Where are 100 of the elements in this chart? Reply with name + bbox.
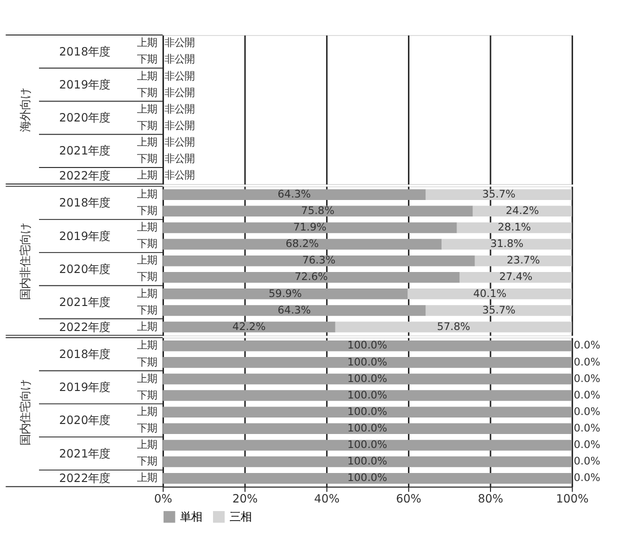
data-label: 71.9% xyxy=(293,222,326,234)
y-tick-label: 下期 xyxy=(137,153,157,166)
data-label: 57.8% xyxy=(437,320,470,333)
data-label: 100.0% xyxy=(347,340,388,352)
data-label: 64.3% xyxy=(278,304,311,316)
text: 2020年度 xyxy=(59,413,110,428)
text: 非公開 xyxy=(164,37,195,50)
y-tick-label: 上期 xyxy=(137,288,157,300)
y-tick-label: 下期 xyxy=(137,389,157,402)
data-label: 68.2% xyxy=(286,238,319,250)
text: 2020年度 xyxy=(59,262,110,276)
legend-label: 三相 xyxy=(229,510,252,524)
bar xyxy=(426,305,572,316)
data-label: 59.9% xyxy=(268,288,302,300)
y-tick-label: 上期 xyxy=(137,188,157,200)
data-label: 100.0% xyxy=(347,356,388,368)
data-label: 42.2% xyxy=(232,320,266,333)
x-tick-label: 80% xyxy=(478,491,504,506)
y-tick-label: 上期 xyxy=(137,70,157,82)
y-tick-label: 上期 xyxy=(137,406,157,418)
y-axis-title: 海外向け xyxy=(18,88,32,132)
data-label: 100.0% xyxy=(347,472,388,484)
data-label: 100.0% xyxy=(347,456,388,468)
data-label: 100.0% xyxy=(347,406,388,418)
y-tick-label: 上期 xyxy=(137,340,157,352)
x-tick-label: 40% xyxy=(314,491,340,506)
data-label: 35.7% xyxy=(482,188,516,200)
y-axis-title: 国内住宅向け xyxy=(18,380,32,446)
data-label: 0.0% xyxy=(574,422,600,435)
bar xyxy=(162,189,426,200)
y-tick-label: 上期 xyxy=(137,372,157,385)
y-tick-label: 上期 xyxy=(137,320,157,333)
bar xyxy=(162,272,460,283)
data-label: 100.0% xyxy=(347,389,388,402)
data-label: 0.0% xyxy=(574,439,600,452)
text: 2018年度 xyxy=(59,346,110,361)
text: 2019年度 xyxy=(59,380,110,394)
data-label: 100.0% xyxy=(347,439,388,452)
bar xyxy=(162,222,457,234)
y-tick-label: 下期 xyxy=(137,304,157,316)
data-label: 100.0% xyxy=(347,372,388,385)
text: 非公開 xyxy=(164,170,195,182)
y-tick-label: 下期 xyxy=(137,271,157,284)
y-tick-label: 下期 xyxy=(137,238,157,250)
data-label: 31.8% xyxy=(490,238,524,250)
y-tick-label: 上期 xyxy=(137,136,157,148)
y-tick-label: 下期 xyxy=(137,120,157,132)
bar xyxy=(162,255,475,266)
data-label: 24.2% xyxy=(506,205,540,218)
data-label: 72.6% xyxy=(294,271,328,284)
data-label: 35.7% xyxy=(482,304,516,316)
data-label: 0.0% xyxy=(574,340,600,352)
text: 2021年度 xyxy=(59,144,110,158)
text: 2022年度 xyxy=(59,320,110,334)
data-label: 23.7% xyxy=(506,254,540,267)
text: 2019年度 xyxy=(59,78,110,92)
data-label: 40.1% xyxy=(473,288,506,300)
bar xyxy=(162,238,442,250)
y-tick-label: 上期 xyxy=(137,37,157,50)
text: 2019年度 xyxy=(59,228,110,243)
data-label: 0.0% xyxy=(574,356,600,368)
y-tick-label: 上期 xyxy=(137,103,157,116)
data-label: 100.0% xyxy=(347,422,388,435)
data-label: 0.0% xyxy=(574,472,600,484)
y-tick-label: 下期 xyxy=(137,422,157,435)
bar xyxy=(408,288,572,300)
data-label: 64.3% xyxy=(278,188,311,200)
data-label: 0.0% xyxy=(574,406,600,418)
bar xyxy=(162,206,473,217)
data-label: 0.0% xyxy=(574,372,600,385)
data-label: 0.0% xyxy=(574,456,600,468)
text: 非公開 xyxy=(164,103,195,116)
y-tick-label: 下期 xyxy=(137,86,157,99)
y-tick-label: 下期 xyxy=(137,54,157,66)
y-axis-title: 国内非住宅向け xyxy=(18,222,32,300)
y-tick-label: 下期 xyxy=(137,356,157,368)
text: 2022年度 xyxy=(59,471,110,486)
text: 非公開 xyxy=(164,54,195,66)
bar xyxy=(335,322,572,332)
data-label: 28.1% xyxy=(498,222,532,234)
legend-label: 単相 xyxy=(180,510,202,524)
text: 2018年度 xyxy=(59,196,110,210)
x-tick-label: 100% xyxy=(556,491,589,506)
text: 2022年度 xyxy=(59,168,110,183)
data-label: 0.0% xyxy=(574,389,600,402)
text: 2021年度 xyxy=(59,446,110,460)
y-tick-label: 下期 xyxy=(137,456,157,468)
x-tick-label: 20% xyxy=(232,491,258,506)
text: 2018年度 xyxy=(59,44,110,58)
text: 非公開 xyxy=(164,70,195,82)
y-tick-label: 上期 xyxy=(137,170,157,182)
text: 非公開 xyxy=(164,120,195,132)
data-label: 27.4% xyxy=(499,271,532,284)
text: 2020年度 xyxy=(59,110,110,125)
x-tick-label: 0% xyxy=(154,491,172,506)
data-label: 75.8% xyxy=(301,205,334,218)
text: 2021年度 xyxy=(59,295,110,310)
y-tick-label: 上期 xyxy=(137,472,157,484)
bar xyxy=(162,305,426,316)
x-tick-label: 60% xyxy=(396,491,422,506)
